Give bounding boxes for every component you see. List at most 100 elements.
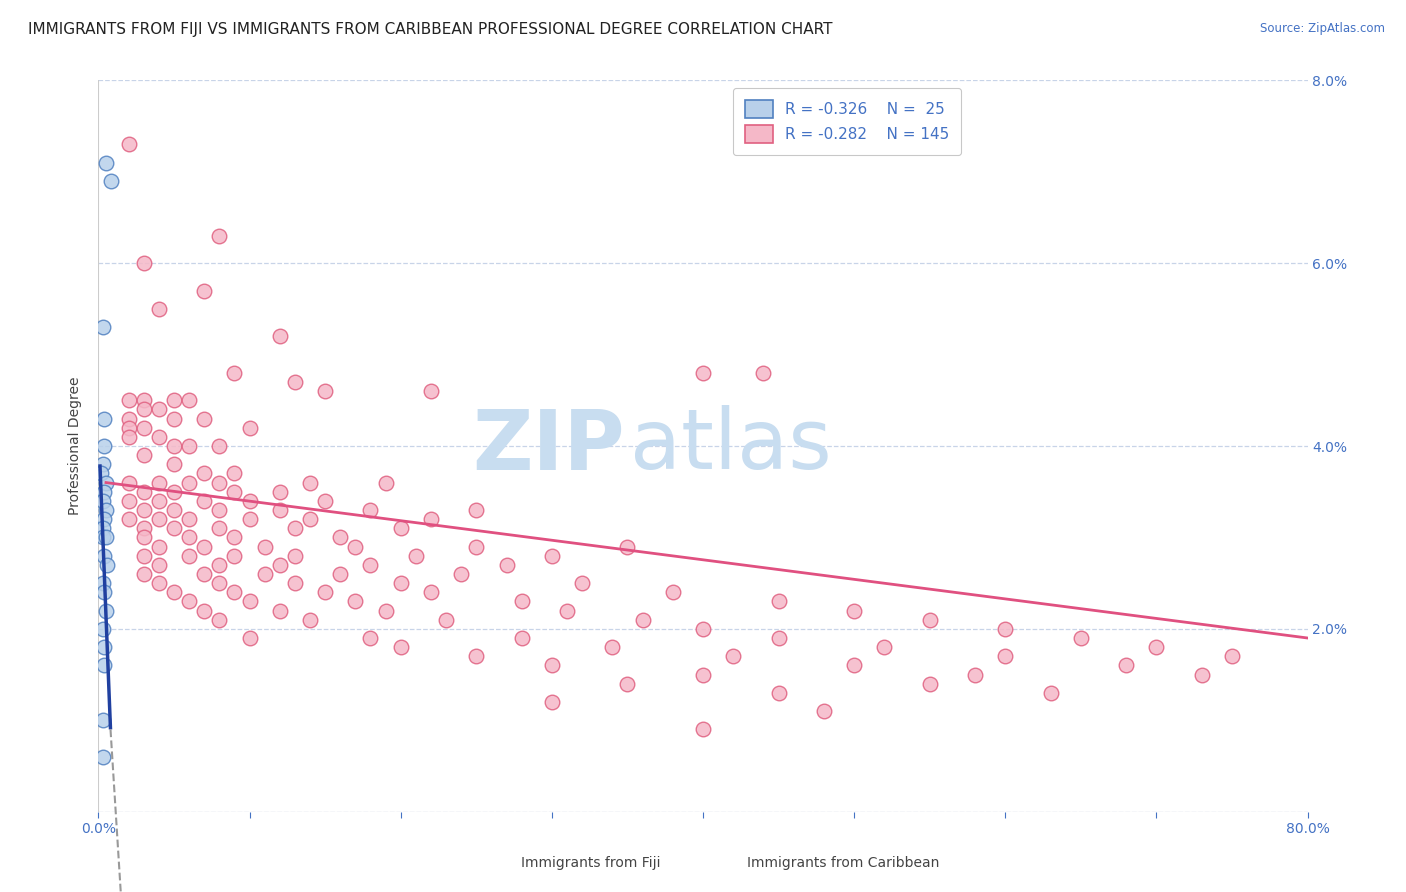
- Point: [163, 411, 186, 425]
- Point: [299, 475, 322, 490]
- Point: [163, 393, 186, 408]
- Point: [918, 676, 941, 690]
- Point: [1039, 686, 1062, 700]
- Point: [813, 704, 835, 718]
- Point: [555, 604, 578, 618]
- Point: [768, 594, 790, 608]
- Point: [193, 604, 215, 618]
- Point: [374, 604, 396, 618]
- Point: [994, 649, 1017, 664]
- Point: [93, 640, 115, 655]
- Point: [1070, 631, 1092, 645]
- Point: [91, 494, 114, 508]
- Point: [132, 549, 155, 563]
- Point: [374, 475, 396, 490]
- Legend: R = -0.326    N =  25, R = -0.282    N = 145: R = -0.326 N = 25, R = -0.282 N = 145: [733, 88, 962, 155]
- Point: [314, 384, 336, 399]
- Point: [208, 576, 231, 591]
- Point: [118, 494, 141, 508]
- Point: [692, 622, 714, 636]
- Point: [344, 594, 367, 608]
- Point: [132, 393, 155, 408]
- Point: [329, 567, 352, 582]
- Point: [118, 421, 141, 435]
- Point: [495, 558, 517, 572]
- Point: [434, 613, 457, 627]
- Point: [93, 411, 115, 425]
- Point: [163, 458, 186, 472]
- Point: [389, 640, 412, 655]
- Point: [465, 649, 488, 664]
- Point: [284, 521, 307, 535]
- Point: [148, 540, 170, 554]
- Point: [91, 530, 114, 544]
- Point: [179, 393, 201, 408]
- Point: [94, 604, 117, 618]
- Text: atlas: atlas: [630, 406, 832, 486]
- Point: [91, 622, 114, 636]
- Point: [118, 137, 141, 152]
- Point: [873, 640, 896, 655]
- Text: Immigrants from Fiji: Immigrants from Fiji: [520, 855, 661, 870]
- Point: [224, 585, 246, 599]
- Point: [965, 667, 987, 681]
- Point: [269, 329, 291, 343]
- Point: [768, 686, 790, 700]
- Point: [239, 421, 262, 435]
- Point: [405, 549, 427, 563]
- Point: [299, 512, 322, 526]
- Point: [118, 430, 141, 444]
- Point: [94, 530, 117, 544]
- Point: [314, 585, 336, 599]
- Point: [420, 512, 443, 526]
- Point: [93, 484, 115, 499]
- Point: [91, 458, 114, 472]
- Point: [93, 658, 115, 673]
- Point: [284, 375, 307, 389]
- Point: [918, 613, 941, 627]
- Point: [465, 503, 488, 517]
- Point: [163, 484, 186, 499]
- Point: [91, 576, 114, 591]
- Point: [208, 613, 231, 627]
- Point: [1191, 667, 1213, 681]
- Point: [91, 714, 114, 728]
- Point: [118, 411, 141, 425]
- Point: [208, 439, 231, 453]
- Point: [360, 631, 382, 645]
- Point: [253, 540, 276, 554]
- Point: [148, 430, 170, 444]
- Point: [389, 521, 412, 535]
- Point: [571, 576, 593, 591]
- Point: [510, 631, 533, 645]
- Point: [179, 530, 201, 544]
- Point: [253, 567, 276, 582]
- Point: [91, 521, 114, 535]
- Point: [692, 723, 714, 737]
- Point: [132, 421, 155, 435]
- Point: [450, 567, 472, 582]
- Point: [344, 540, 367, 554]
- Point: [193, 494, 215, 508]
- Point: [752, 366, 775, 380]
- Point: [193, 411, 215, 425]
- Text: ZIP: ZIP: [472, 406, 624, 486]
- Point: [100, 174, 122, 188]
- Point: [540, 695, 562, 709]
- Point: [163, 585, 186, 599]
- Point: [132, 402, 155, 417]
- Point: [93, 549, 115, 563]
- Point: [224, 366, 246, 380]
- Point: [692, 366, 714, 380]
- Point: [224, 484, 246, 499]
- Point: [132, 503, 155, 517]
- Point: [269, 558, 291, 572]
- Point: [692, 667, 714, 681]
- Point: [510, 594, 533, 608]
- Point: [148, 301, 170, 316]
- Point: [723, 649, 745, 664]
- Point: [284, 549, 307, 563]
- Point: [420, 585, 443, 599]
- Point: [360, 558, 382, 572]
- Point: [420, 384, 443, 399]
